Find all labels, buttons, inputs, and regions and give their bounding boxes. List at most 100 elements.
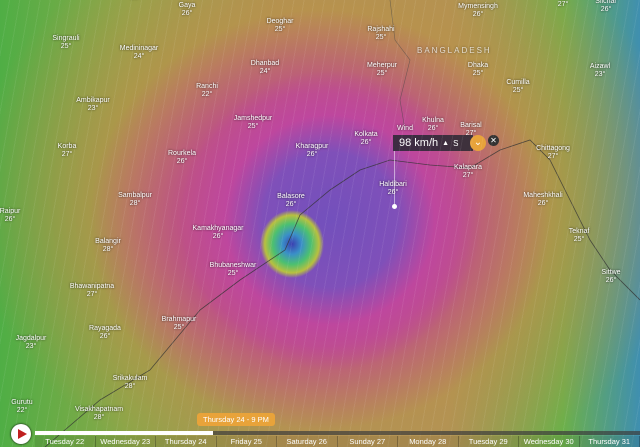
location-marker[interactable]	[392, 204, 397, 209]
city-name: Brahmapur	[161, 316, 197, 323]
city-temperature: 26°	[212, 233, 224, 240]
city-temperature: 26°	[306, 151, 318, 158]
city-label: Rourkela 26°	[168, 150, 196, 166]
city-label: Rajshahi 25°	[367, 26, 394, 42]
city-temperature: 26°	[387, 189, 399, 196]
city-name: Jagdalpur	[15, 335, 47, 342]
timeline-day[interactable]: Tuesday 29	[459, 436, 519, 447]
city-name: Rayagada	[89, 325, 121, 332]
city-temperature: 22°	[16, 407, 28, 414]
city-label: Jagdalpur 23°	[16, 335, 47, 351]
city-temperature: 25°	[472, 70, 484, 77]
city-temperature: 28°	[102, 246, 114, 253]
current-time-tooltip: Thursday 24 - 9 PM	[197, 413, 275, 426]
city-temperature: 27°	[86, 291, 98, 298]
city-temperature: 24°	[133, 53, 145, 60]
city-label: Korba 27°	[58, 143, 77, 159]
city-name: Srikakulam	[112, 375, 148, 382]
city-temperature: 27°	[61, 151, 73, 158]
city-name: Sittwe	[601, 269, 621, 276]
city-name: Meherpur	[367, 62, 397, 69]
city-label: 26°	[131, 0, 142, 2]
city-name: Aizawl	[589, 63, 611, 70]
timeline-day[interactable]: Monday 28	[398, 436, 459, 447]
city-temperature: 25°	[60, 43, 72, 50]
city-label: Ranchi 22°	[196, 83, 218, 99]
timeline-day[interactable]: Thursday 31	[580, 436, 640, 447]
city-name: Khulna	[422, 117, 444, 124]
city-temperature: 27°	[465, 130, 477, 137]
wind-direction: S	[453, 138, 459, 148]
city-label: Srikakulam 28°	[113, 375, 148, 391]
city-name: Raipur	[0, 208, 21, 215]
city-label: Rayagada 26°	[89, 325, 121, 341]
timeline-day[interactable]: Wednesday 30	[519, 436, 580, 447]
play-icon[interactable]	[11, 424, 31, 444]
city-label: Kharagpur 26°	[296, 143, 329, 159]
chevron-down-icon[interactable]: ⌄	[470, 135, 486, 151]
wind-label: Wind	[397, 125, 413, 132]
city-temperature: 27°	[462, 172, 474, 179]
city-temperature: 26°	[176, 158, 188, 165]
city-name: Gurutu	[11, 399, 33, 406]
city-label: Brahmapur 25°	[162, 316, 197, 332]
city-name: Rourkela	[167, 150, 197, 157]
city-name: Visakhapatnam	[74, 406, 124, 413]
city-label: Barisal 27°	[460, 122, 481, 138]
city-name: Dhaka	[467, 62, 489, 69]
city-label: Visakhapatnam 28°	[75, 406, 123, 422]
city-name: Rajshahi	[367, 26, 395, 33]
city-label: Cumilla 25°	[506, 79, 529, 95]
city-temperature: 27°	[547, 153, 559, 160]
city-temperature: 25°	[512, 87, 524, 94]
city-name: Medininagar	[119, 45, 159, 52]
city-temperature: 26°	[537, 200, 549, 207]
city-label: Balangir 28°	[95, 238, 121, 254]
city-label: Singrauli 25°	[52, 35, 79, 51]
city-temperature: 27°	[557, 1, 569, 8]
city-temperature: 25°	[227, 270, 239, 277]
city-temperature: 24°	[259, 68, 271, 75]
city-label: Ambikapur 23°	[76, 97, 109, 113]
timeline-day[interactable]: Tuesday 22	[35, 436, 96, 447]
city-temperature: 23°	[594, 71, 606, 78]
city-temperature: 28°	[93, 414, 105, 421]
city-name: Balangir	[95, 238, 121, 245]
city-label: Dhanbad 24°	[251, 60, 279, 76]
city-label: Gaya 26°	[179, 2, 196, 18]
timeline-slider[interactable]	[35, 431, 640, 435]
city-label: Medininagar 24°	[120, 45, 159, 61]
close-icon[interactable]: ✕	[488, 135, 499, 146]
city-name: Cumilla	[506, 79, 530, 86]
city-name: Gaya	[178, 2, 196, 9]
city-name: Balasore	[277, 193, 305, 200]
city-name: Maheshkhali	[523, 192, 563, 199]
timeline-day[interactable]: Wednesday 23	[96, 436, 156, 447]
timeline-day[interactable]: Thursday 24	[156, 436, 217, 447]
city-label: Kamakhyanagar 26°	[193, 225, 244, 241]
city-name: Kolkata	[354, 131, 378, 138]
city-name: Korba	[57, 143, 77, 150]
timeline-day[interactable]: Sunday 27	[338, 436, 398, 447]
city-temperature: 25°	[173, 324, 185, 331]
city-label: Teknaf 25°	[569, 228, 590, 244]
city-label: Sambalpur 28°	[118, 192, 152, 208]
country-label: BANGLADESH	[417, 46, 492, 55]
wind-speed: 98 km/h	[399, 137, 439, 149]
timeline-day[interactable]: Friday 25	[217, 436, 277, 447]
city-temperature: 26°	[99, 333, 111, 340]
city-label: Dhaka 25°	[468, 62, 488, 78]
city-temperature: 23°	[25, 343, 37, 350]
cursor-icon: ▲	[442, 139, 450, 147]
city-name: Bhawanipatna	[69, 283, 115, 290]
city-name: Deoghar	[266, 18, 294, 25]
city-label: Khulna 26°	[422, 117, 444, 133]
city-temperature: 25°	[247, 123, 259, 130]
timeline-day[interactable]: Saturday 26	[277, 436, 338, 447]
city-name: Chittagong	[536, 145, 570, 152]
city-label: Haldibari 26°	[379, 181, 407, 197]
city-name: Bhubaneshwar	[209, 262, 257, 269]
wind-popup[interactable]: 98 km/h ▲ S	[393, 135, 473, 151]
